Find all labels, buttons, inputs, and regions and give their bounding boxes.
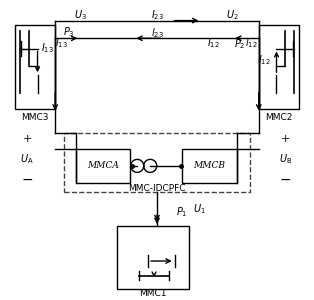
Bar xyxy=(76,149,130,183)
Text: $I_{23}$: $I_{23}$ xyxy=(150,8,164,22)
Text: $U_1$: $U_1$ xyxy=(193,202,206,216)
Text: $U_3$: $U_3$ xyxy=(74,8,87,22)
Text: MMC3: MMC3 xyxy=(22,113,49,122)
Text: $U_{\rm A}$: $U_{\rm A}$ xyxy=(20,152,34,166)
Bar xyxy=(182,149,237,183)
Bar xyxy=(64,133,250,192)
Text: −: − xyxy=(21,173,33,187)
Text: +: + xyxy=(23,134,32,144)
Text: $I_{13}$: $I_{13}$ xyxy=(41,42,54,56)
Text: MMCA: MMCA xyxy=(87,161,119,170)
Bar xyxy=(259,25,299,109)
Text: +: + xyxy=(281,134,290,144)
Text: $U_{\rm B}$: $U_{\rm B}$ xyxy=(279,152,292,166)
Text: $P_1$: $P_1$ xyxy=(176,206,188,219)
Text: $I_{12}$: $I_{12}$ xyxy=(207,36,219,50)
Text: MMC1: MMC1 xyxy=(139,289,167,298)
Text: $I_{12}$: $I_{12}$ xyxy=(258,53,271,67)
Text: $P_3$: $P_3$ xyxy=(63,26,74,39)
Text: $l_{12}$: $l_{12}$ xyxy=(245,36,258,50)
Text: $l_{13}$: $l_{13}$ xyxy=(55,36,68,50)
Text: $U_2$: $U_2$ xyxy=(226,8,239,22)
Text: MMCB: MMCB xyxy=(193,161,225,170)
Bar xyxy=(117,226,189,289)
Bar xyxy=(15,25,55,109)
Text: $l_{23}$: $l_{23}$ xyxy=(151,26,163,40)
Text: MMC-IDCPFC: MMC-IDCPFC xyxy=(128,184,186,193)
Text: $P_2$: $P_2$ xyxy=(234,37,245,51)
Text: −: − xyxy=(279,173,291,187)
Text: MMC2: MMC2 xyxy=(265,113,292,122)
